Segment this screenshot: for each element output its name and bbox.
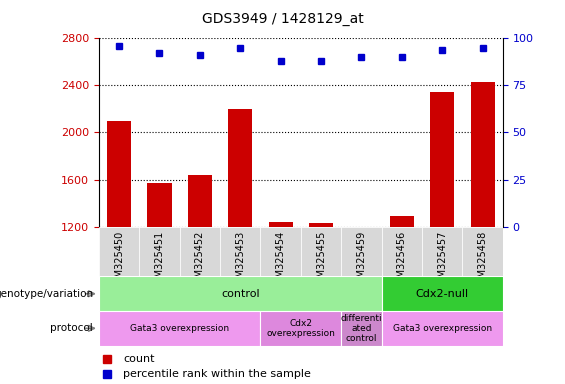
Bar xyxy=(99,311,260,346)
Text: count: count xyxy=(123,354,155,364)
Bar xyxy=(301,227,341,276)
Bar xyxy=(309,223,333,368)
Bar xyxy=(107,121,131,368)
Bar xyxy=(341,311,382,346)
Text: GSM325456: GSM325456 xyxy=(397,230,407,290)
Text: percentile rank within the sample: percentile rank within the sample xyxy=(123,369,311,379)
Bar xyxy=(382,227,422,276)
Text: GSM325453: GSM325453 xyxy=(235,230,245,290)
Text: GSM325451: GSM325451 xyxy=(154,230,164,290)
Bar xyxy=(382,276,503,311)
Bar xyxy=(188,175,212,368)
Bar xyxy=(139,227,180,276)
Text: genotype/variation: genotype/variation xyxy=(0,289,93,299)
Bar xyxy=(422,227,463,276)
Text: control: control xyxy=(221,289,259,299)
Bar xyxy=(463,227,503,276)
Text: GSM325458: GSM325458 xyxy=(477,230,488,290)
Text: GSM325455: GSM325455 xyxy=(316,230,326,290)
Text: GSM325450: GSM325450 xyxy=(114,230,124,290)
Text: GSM325452: GSM325452 xyxy=(195,230,205,290)
Bar xyxy=(147,183,172,368)
Bar xyxy=(268,222,293,368)
Text: Cdx2-null: Cdx2-null xyxy=(416,289,469,299)
Bar xyxy=(349,231,373,368)
Text: GSM325459: GSM325459 xyxy=(357,230,367,290)
Bar xyxy=(99,276,382,311)
Text: GSM325454: GSM325454 xyxy=(276,230,286,290)
Bar xyxy=(260,227,301,276)
Text: Gata3 overexpression: Gata3 overexpression xyxy=(393,324,492,333)
Bar xyxy=(99,227,139,276)
Bar xyxy=(390,216,414,368)
Bar xyxy=(341,227,382,276)
Bar xyxy=(471,82,495,368)
Bar xyxy=(220,227,260,276)
Text: differenti
ated
control: differenti ated control xyxy=(341,314,383,343)
Bar xyxy=(260,311,341,346)
Bar xyxy=(228,109,253,368)
Text: protocol: protocol xyxy=(50,323,93,333)
Text: Gata3 overexpression: Gata3 overexpression xyxy=(130,324,229,333)
Text: Cdx2
overexpression: Cdx2 overexpression xyxy=(267,319,335,338)
Bar xyxy=(180,227,220,276)
Bar xyxy=(430,93,454,368)
Text: GSM325457: GSM325457 xyxy=(437,230,447,290)
Bar xyxy=(382,311,503,346)
Text: GDS3949 / 1428129_at: GDS3949 / 1428129_at xyxy=(202,12,363,25)
